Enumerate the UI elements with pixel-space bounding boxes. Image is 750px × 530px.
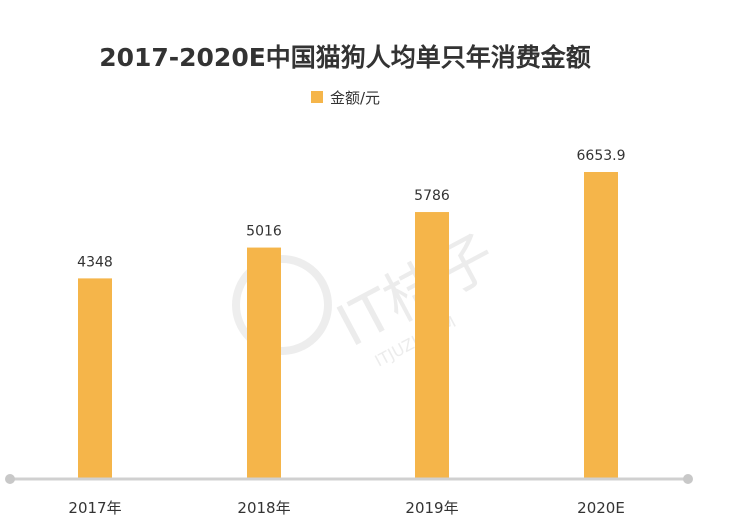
x-tick-labels: 2017年 2018年 2019年 2020E (68, 499, 624, 517)
x-tick-label-2: 2019年 (405, 499, 458, 517)
x-axis-left-handle (5, 474, 15, 484)
value-label-1: 5016 (246, 224, 282, 240)
bars (78, 172, 618, 480)
chart-title: 2017-2020E中国猫狗人均单只年消费金额 (99, 43, 591, 72)
watermark-logo-circle (232, 255, 332, 355)
x-tick-label-1: 2018年 (237, 499, 290, 517)
value-labels: 4348 5016 5786 6653.9 (77, 148, 625, 270)
legend-label: 金额/元 (330, 89, 380, 107)
legend: 金额/元 (311, 89, 380, 107)
bar-3 (584, 172, 618, 479)
x-axis-right-handle (683, 474, 693, 484)
x-tick-label-0: 2017年 (68, 499, 121, 517)
bar-1 (247, 247, 281, 479)
value-label-0: 4348 (77, 254, 113, 270)
bar-0 (78, 278, 112, 479)
value-label-3: 6653.9 (577, 148, 626, 164)
bar-2 (415, 212, 449, 480)
x-tick-label-3: 2020E (577, 499, 625, 517)
value-label-2: 5786 (414, 188, 450, 204)
legend-swatch (311, 91, 323, 103)
